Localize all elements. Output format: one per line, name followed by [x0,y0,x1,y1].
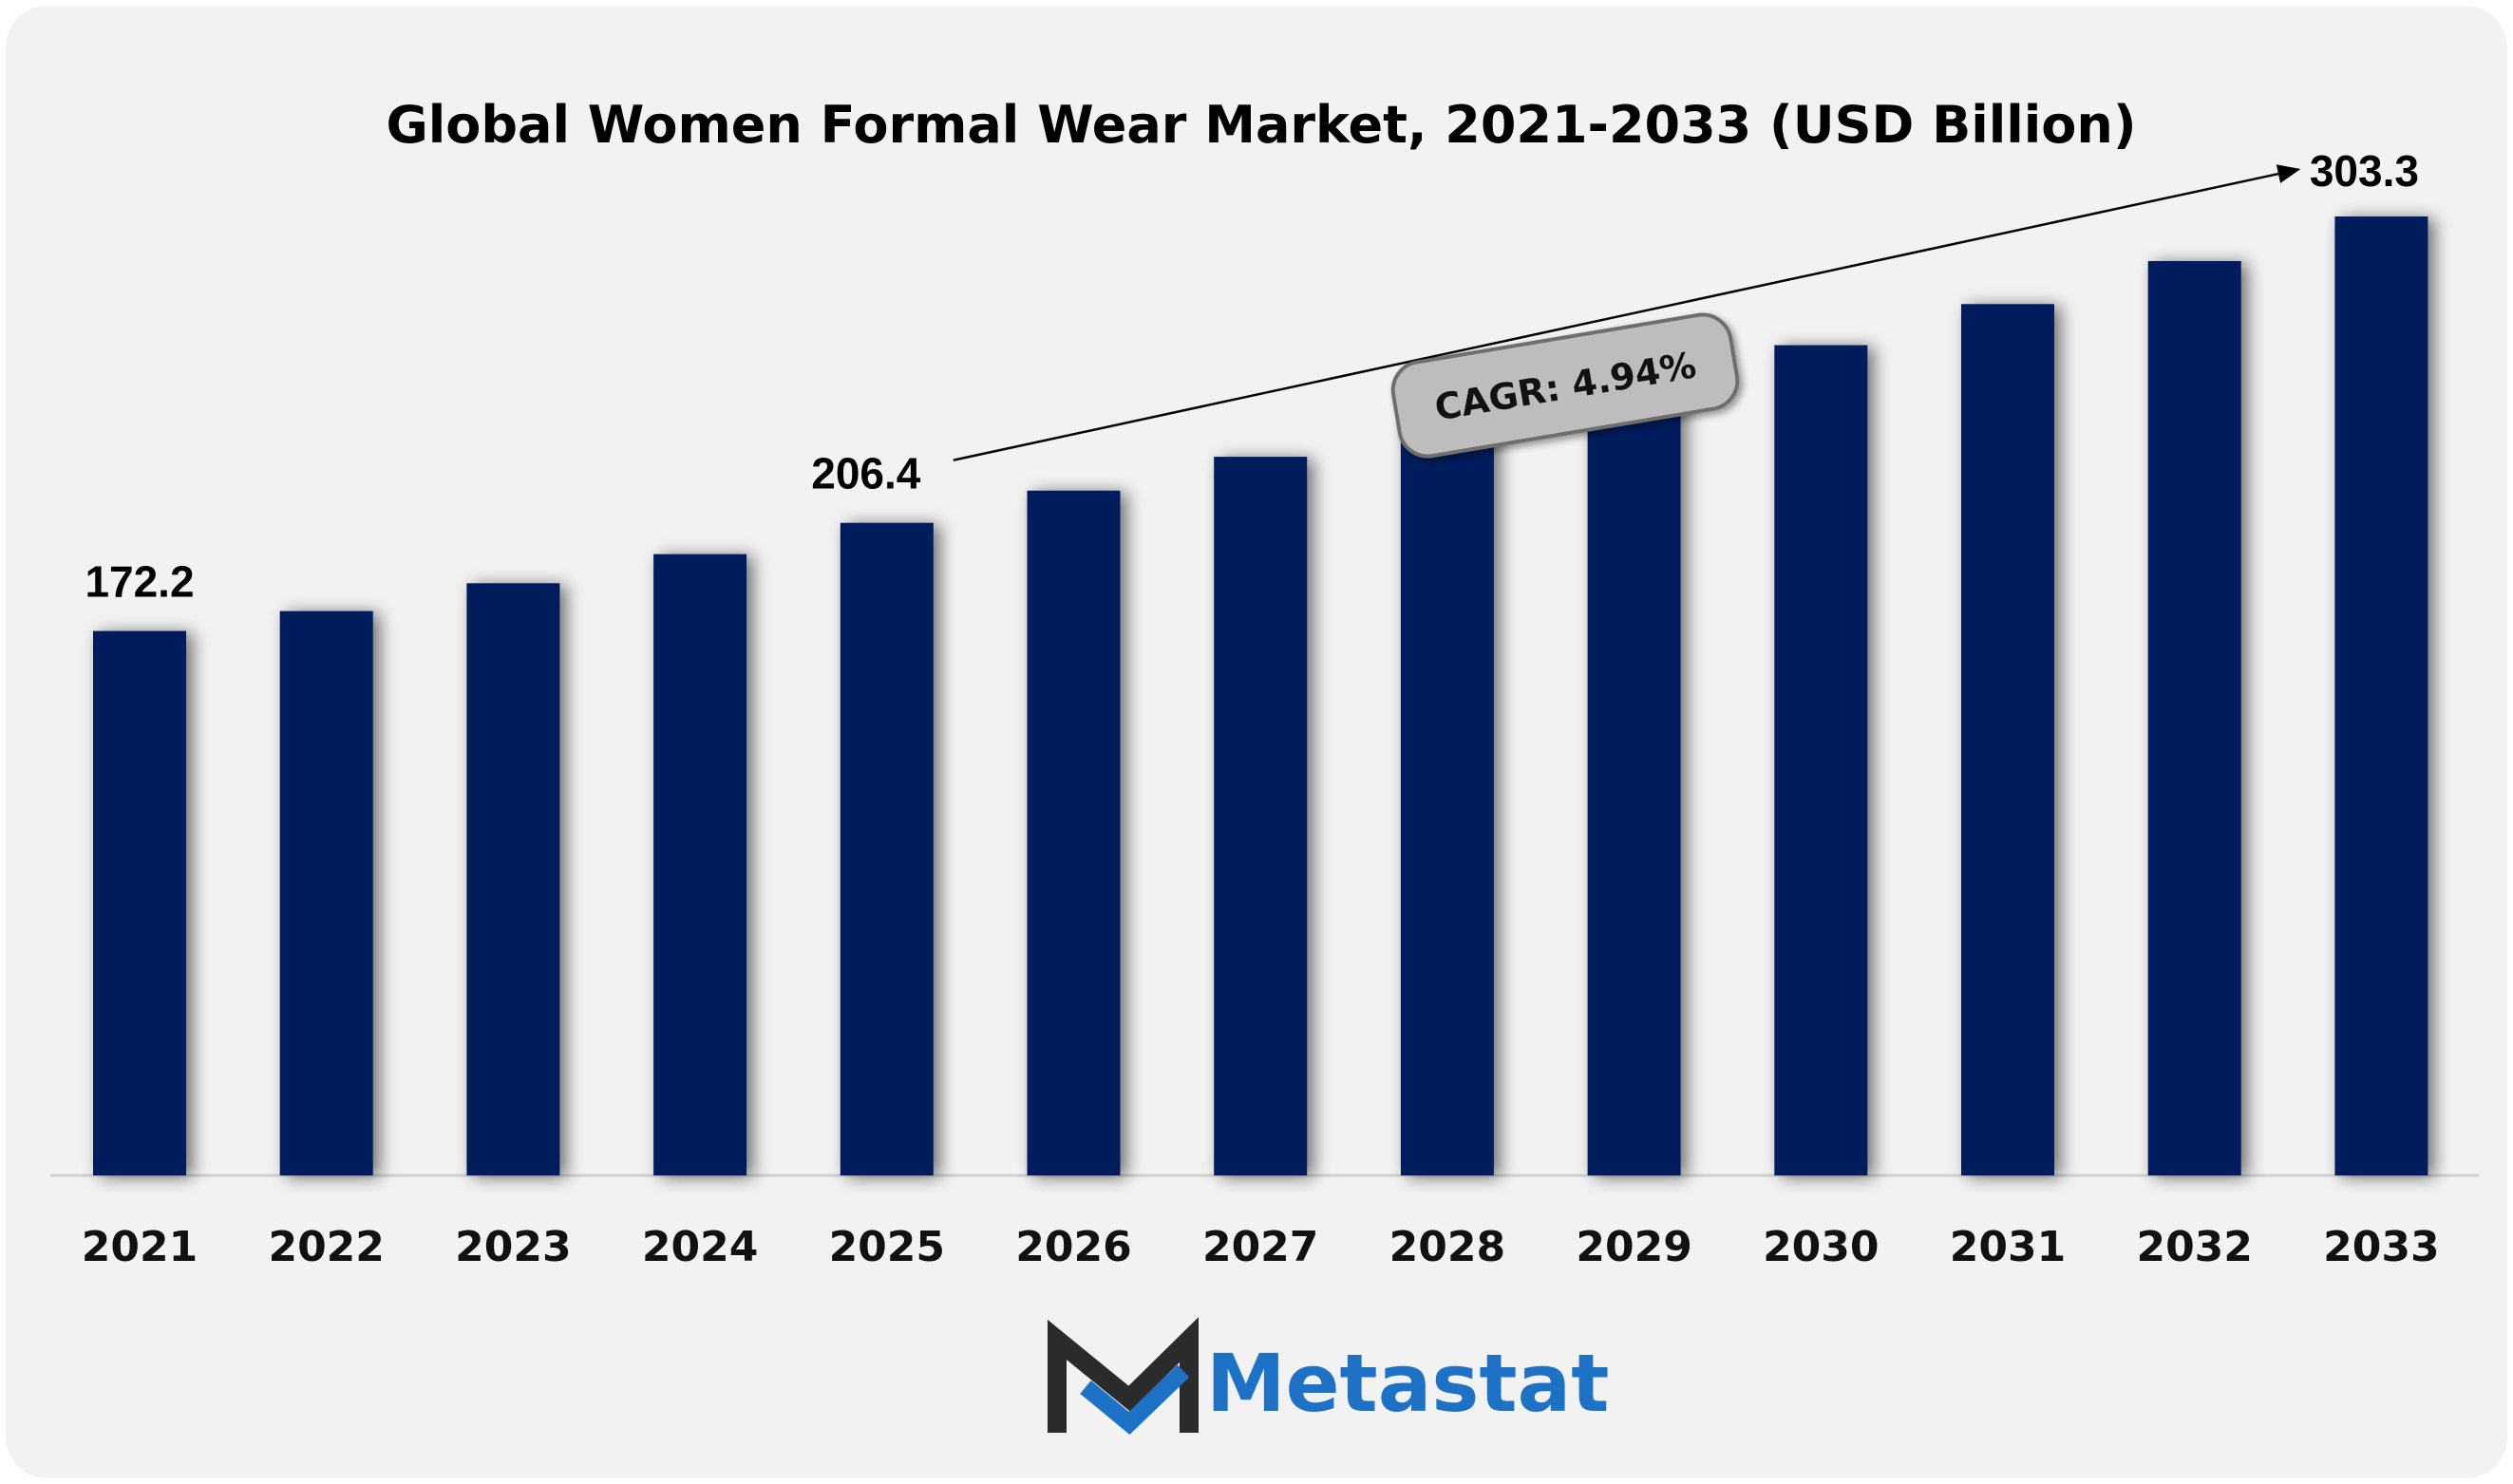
x-tick-2030: 2030 [1763,1223,1879,1271]
x-tick-2025: 2025 [829,1223,945,1271]
metastat-logo: Metastat [1048,1317,1609,1436]
bars [93,216,2428,1176]
x-tick-2021: 2021 [82,1223,198,1271]
chart-title: Global Women Formal Wear Market, 2021-20… [386,95,2136,155]
bar-2026 [1027,490,1121,1175]
chart-card: Global Women Formal Wear Market, 2021-20… [6,6,2507,1478]
x-tick-2023: 2023 [455,1223,571,1271]
value-labels: 172.2 206.4 303.3 [85,146,2419,607]
x-tick-2026: 2026 [1015,1223,1131,1271]
x-tick-labels: 2021 2022 2023 2024 2025 2026 2027 2028 2029 2030… [82,1223,2440,1271]
x-tick-2031: 2031 [1950,1223,2066,1271]
bar-2027 [1214,457,1308,1175]
bar-2029 [1587,384,1681,1176]
bar-2022 [279,611,373,1175]
metastat-logo-text: Metastat [1206,1337,1609,1430]
bar-2028 [1400,421,1494,1175]
cagr-badge: CAGR: 4.94% [1390,312,1740,459]
value-label-2025: 206.4 [811,449,921,498]
x-tick-2029: 2029 [1576,1223,1691,1271]
bar-2030 [1774,345,1868,1175]
x-tick-2033: 2033 [2323,1223,2439,1271]
x-tick-2027: 2027 [1202,1223,1318,1271]
bar-2023 [466,583,560,1175]
chart: Global Women Formal Wear Market, 2021-20… [50,95,2479,1436]
bar-2031 [1961,304,2054,1175]
x-tick-2032: 2032 [2136,1223,2252,1271]
cagr-arrow [953,170,2288,461]
metastat-logo-icon [1048,1317,1199,1436]
value-label-2033: 303.3 [2310,146,2419,196]
bar-2021 [93,630,186,1175]
bar-2033 [2334,216,2428,1176]
cagr-annotation: CAGR: 4.94% [953,164,2301,461]
x-tick-2022: 2022 [268,1223,384,1271]
bar-2024 [653,554,747,1175]
x-tick-2024: 2024 [642,1223,758,1271]
cagr-arrowhead [2276,164,2301,183]
x-tick-2028: 2028 [1389,1223,1505,1271]
value-label-2021: 172.2 [85,557,194,607]
bar-2032 [2147,260,2241,1175]
bar-2025 [840,522,934,1175]
